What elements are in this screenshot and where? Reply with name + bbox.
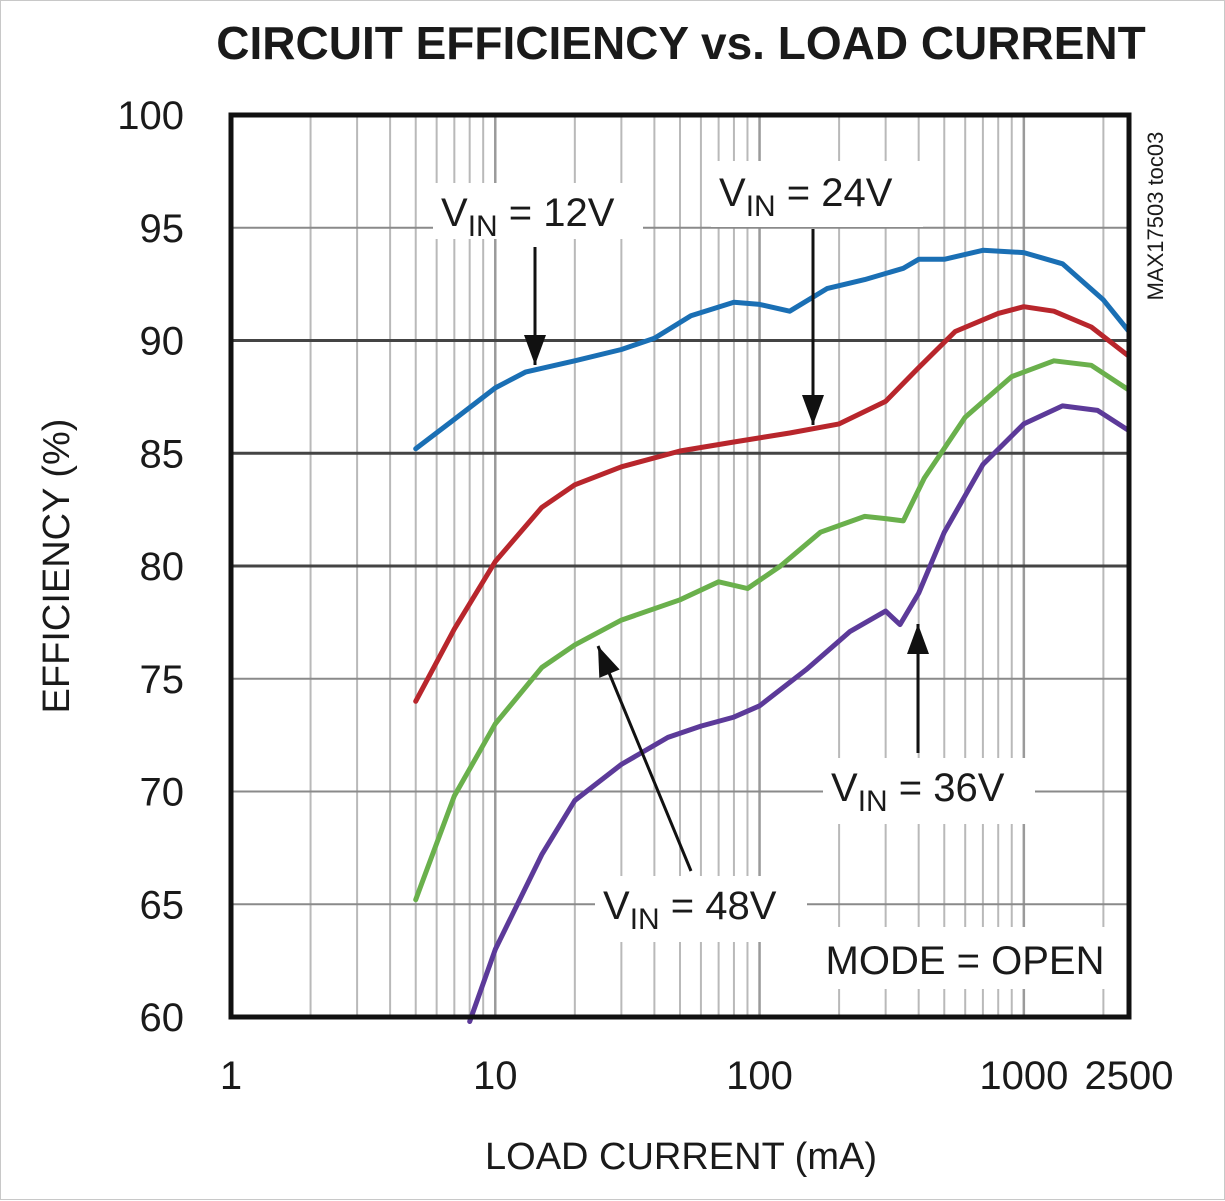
series-label-mask (595, 876, 807, 942)
y-tick-label: 70 (140, 771, 185, 815)
x-tick-labels: 1 10 100 1000 2500 (220, 1054, 1174, 1098)
y-tick-labels: 100 95 90 85 80 75 70 65 60 (117, 94, 184, 1040)
series-label-mask (711, 161, 923, 227)
figure-code-label: MAX17503 toc03 (1143, 132, 1168, 301)
x-tick-label: 10 (473, 1054, 518, 1098)
series-line-4 (467, 403, 1132, 1024)
x-axis-label: LOAD CURRENT (mA) (485, 1136, 877, 1178)
mode-note: MODE = OPEN (826, 939, 1105, 983)
annotation-arrows (524, 229, 929, 872)
series-lines (413, 247, 1132, 1024)
plot-border (228, 112, 1132, 1020)
y-tick-label: 75 (140, 658, 185, 702)
series-label-mask (433, 183, 643, 239)
x-tick-label: 2500 (1085, 1054, 1174, 1098)
arrow-vin-12v-head (524, 335, 546, 365)
x-tick-label: 1000 (979, 1054, 1068, 1098)
y-tick-label: 80 (140, 545, 185, 589)
x-tick-label: 1 (220, 1054, 242, 1098)
y-tick-label: 100 (117, 94, 184, 138)
arrow-vin-48v-head (907, 624, 929, 654)
series-line-3 (413, 358, 1132, 903)
y-tick-label: 90 (140, 320, 185, 364)
x-tick-label: 100 (726, 1054, 793, 1098)
arrow-vin-36v-shaft (596, 645, 693, 872)
y-tick-label: 60 (140, 996, 185, 1040)
label-masks (433, 161, 1035, 942)
series-label-mask (823, 758, 1035, 824)
arrow-vin-24v-head (802, 395, 824, 425)
y-tick-label: 95 (140, 207, 185, 251)
y-tick-label: 85 (140, 432, 185, 476)
arrow-vin-36v-head (598, 646, 620, 678)
series-line-2 (413, 304, 1132, 704)
series-labels: VIN = 12V VIN = 24V VIN = 36V VIN = 48V (441, 171, 1005, 936)
y-axis-label: EFFICIENCY (%) (36, 419, 78, 714)
series-label-4: VIN = 48V (603, 884, 777, 936)
y-tick-label: 65 (140, 883, 185, 927)
series-label-1: VIN = 12V (441, 191, 615, 243)
series-line-1 (413, 247, 1132, 452)
series-label-2: VIN = 24V (719, 171, 893, 223)
series-label-3: VIN = 36V (831, 766, 1005, 818)
mode-note-mask (813, 927, 1115, 989)
chart-title: CIRCUIT EFFICIENCY vs. LOAD CURRENT (216, 17, 1145, 69)
